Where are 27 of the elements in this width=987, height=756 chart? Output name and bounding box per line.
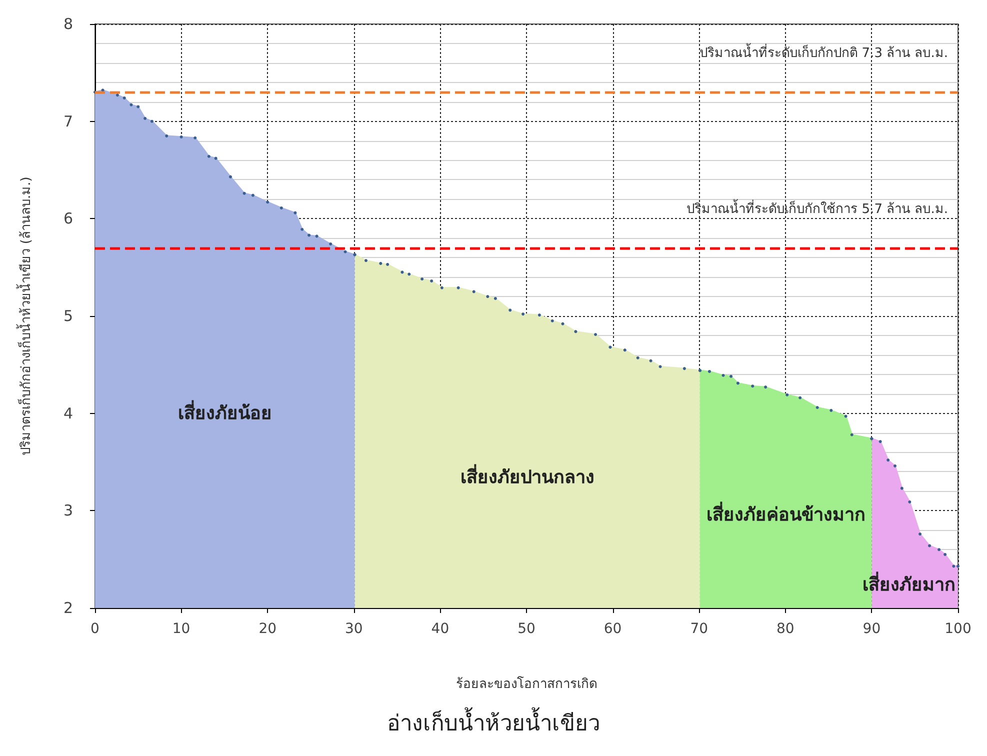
x-tick-label: 100 (944, 621, 972, 637)
x-tick-label: 70 (690, 621, 708, 637)
y-tick-label: 7 (63, 112, 73, 130)
y-tick-label: 3 (63, 502, 73, 520)
x-tick-label: 10 (172, 621, 190, 637)
y-tick-label: 8 (63, 15, 73, 33)
y-tick-label: 6 (63, 210, 73, 228)
series-label: เสี่ยงภัยน้อย (178, 400, 272, 424)
y-tick-label: 4 (63, 404, 73, 422)
ref-line-label: ปริมาณน้ำที่ระดับเก็บกักปกติ 7.3 ล้าน ลบ.ม. (700, 43, 948, 62)
x-tick-label: 60 (604, 621, 622, 637)
x-tick-label: 90 (862, 621, 881, 637)
y-tick-label: 5 (63, 307, 73, 325)
series-label: เสี่ยงภัยมาก (862, 571, 956, 596)
y-axis-title: ปริมาตรเก็บกักอ่างเก็บน้ำห้วยน้ำเขียว (ล้านลบ.ม.) (16, 176, 34, 456)
x-tick-label: 40 (431, 621, 450, 637)
x-tick-label: 30 (344, 621, 363, 637)
x-tick-label: 80 (776, 621, 794, 637)
x-tick-label: 0 (90, 621, 100, 637)
ref-line-label: ปริมาณน้ำที่ระดับเก็บกักใช้การ 5.7 ล้าน ลบ.ม. (686, 198, 948, 217)
y-tick-label: 2 (63, 599, 73, 617)
series-label: เสี่ยงภัยปานกลาง (460, 464, 594, 488)
series-label: เสี่ยงภัยค่อนข้างมาก (706, 501, 866, 526)
text: อ่างเก็บน้ำห้วยน้ำเขียว (387, 708, 600, 736)
x-tick-label: 50 (518, 621, 536, 637)
x-tick-label: 20 (258, 621, 277, 637)
x-axis-title: ร้อยละของโอกาสการเกิด (456, 676, 597, 692)
